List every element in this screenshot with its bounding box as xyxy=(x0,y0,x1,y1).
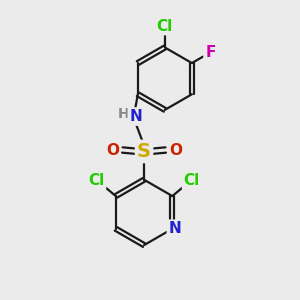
Text: H: H xyxy=(118,106,130,121)
Text: O: O xyxy=(169,142,182,158)
Text: Cl: Cl xyxy=(184,173,200,188)
Text: Cl: Cl xyxy=(88,173,104,188)
Text: F: F xyxy=(205,45,215,60)
Text: N: N xyxy=(168,221,181,236)
Text: N: N xyxy=(129,109,142,124)
Text: Cl: Cl xyxy=(157,19,173,34)
Text: O: O xyxy=(106,142,119,158)
Text: S: S xyxy=(137,142,151,161)
